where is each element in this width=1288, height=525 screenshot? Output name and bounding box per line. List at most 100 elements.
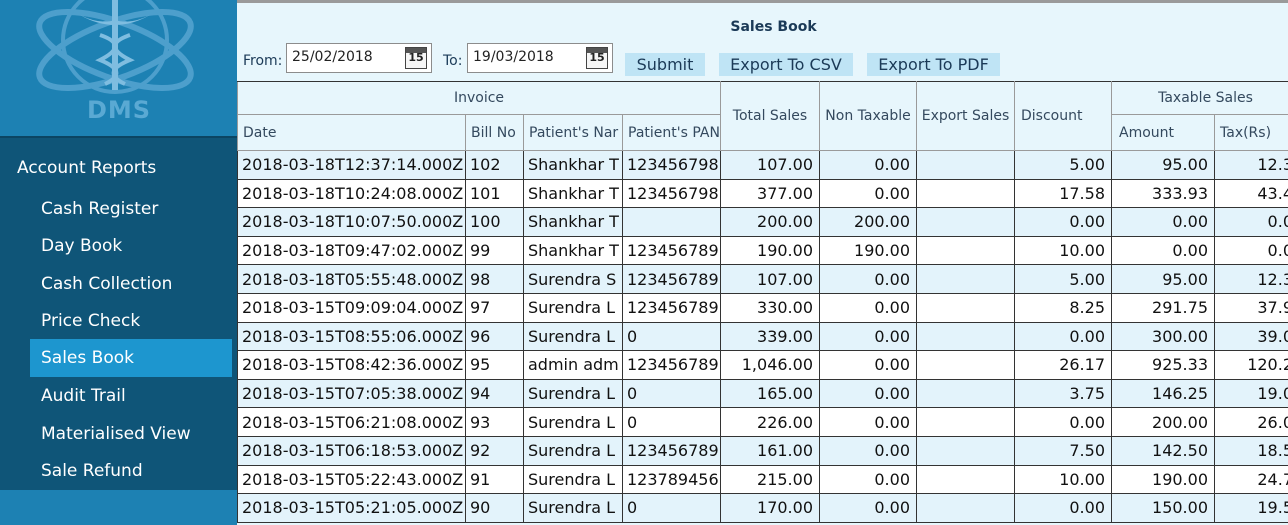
header-non-taxable[interactable]: Non Taxable bbox=[819, 81, 917, 151]
cell-tax: 0.0 bbox=[1214, 207, 1288, 237]
table-row[interactable]: 2018-03-15T07:05:38.000Z 94 Surendra L 0 165… bbox=[237, 378, 1288, 409]
cell-amount: 333.93 bbox=[1111, 178, 1215, 209]
table-row[interactable]: 2018-03-18T09:47:02.000Z 99 Shankhar T 1234… bbox=[237, 235, 1288, 266]
cell-tax: 43.4 bbox=[1214, 178, 1288, 209]
cell-total-sales: 200.00 bbox=[720, 207, 820, 237]
header-amount[interactable]: Amount bbox=[1111, 114, 1215, 151]
cell-tax: 39.0 bbox=[1214, 321, 1288, 352]
cell-bill-no: 91 bbox=[465, 464, 524, 495]
cell-non-taxable: 0.00 bbox=[819, 292, 917, 323]
cell-total-sales: 215.00 bbox=[720, 464, 820, 495]
cell-patient-pan: 0 bbox=[622, 321, 721, 352]
cell-non-taxable: 0.00 bbox=[819, 321, 917, 352]
sidebar-item-audit-trail[interactable]: Audit Trail bbox=[41, 386, 126, 406]
account-reports-menu: Account Reports Cash Register Day Book C… bbox=[0, 136, 237, 490]
cell-patient-pan: 123456798 bbox=[622, 150, 721, 180]
cell-patient-name: Surendra L bbox=[523, 292, 623, 323]
table-row[interactable]: 2018-03-15T05:21:05.000Z 90 Surendra L 0 170… bbox=[237, 493, 1288, 523]
header-bill-no[interactable]: Bill No bbox=[465, 114, 524, 151]
cell-non-taxable: 0.00 bbox=[819, 150, 917, 180]
cell-patient-pan: 0 bbox=[622, 407, 721, 437]
header-export-sales[interactable]: Export Sales bbox=[916, 81, 1015, 151]
cell-non-taxable: 190.00 bbox=[819, 235, 917, 266]
table-row[interactable]: 2018-03-18T10:24:08.000Z 101 Shankhar T 123… bbox=[237, 178, 1288, 209]
export-pdf-button[interactable]: Export To PDF bbox=[867, 53, 1000, 76]
cell-non-taxable: 0.00 bbox=[819, 493, 917, 523]
sidebar-item-sale-refund[interactable]: Sale Refund bbox=[41, 461, 143, 481]
cell-date: 2018-03-15T07:05:38.000Z bbox=[237, 378, 466, 409]
cell-total-sales: 226.00 bbox=[720, 407, 820, 437]
table-row[interactable]: 2018-03-15T09:09:04.000Z 97 Surendra L 1234… bbox=[237, 292, 1288, 323]
table-row[interactable]: 2018-03-15T08:42:36.000Z 95 admin adm 12345… bbox=[237, 350, 1288, 380]
sidebar-item-materialised-view[interactable]: Materialised View bbox=[41, 424, 191, 444]
cell-bill-no: 95 bbox=[465, 350, 524, 380]
table-row[interactable]: 2018-03-15T05:22:43.000Z 91 Surendra L 1237… bbox=[237, 464, 1288, 495]
table-row[interactable]: 2018-03-15T06:21:08.000Z 93 Surendra L 0 226… bbox=[237, 407, 1288, 437]
cell-patient-name: Surendra L bbox=[523, 321, 623, 352]
cell-amount: 95.00 bbox=[1111, 150, 1215, 180]
cell-bill-no: 100 bbox=[465, 207, 524, 237]
table-row[interactable]: 2018-03-18T12:37:14.000Z 102 Shankhar T 123… bbox=[237, 150, 1288, 180]
header-total-sales[interactable]: Total Sales bbox=[720, 81, 820, 151]
sidebar-item-price-check[interactable]: Price Check bbox=[41, 311, 141, 331]
from-date-field[interactable]: 25/02/2018 15 bbox=[286, 43, 432, 73]
table-row[interactable]: 2018-03-18T10:07:50.000Z 100 Shankhar T 200… bbox=[237, 207, 1288, 237]
cell-discount: 0.00 bbox=[1014, 207, 1112, 237]
header-discount[interactable]: Discount bbox=[1014, 81, 1112, 151]
calendar-icon[interactable]: 15 bbox=[586, 47, 608, 69]
to-date-field[interactable]: 19/03/2018 15 bbox=[467, 43, 613, 73]
table-row[interactable]: 2018-03-18T05:55:48.000Z 98 Surendra S 1234… bbox=[237, 264, 1288, 294]
cell-export-sales bbox=[916, 464, 1015, 495]
cell-export-sales bbox=[916, 235, 1015, 266]
cell-date: 2018-03-18T10:07:50.000Z bbox=[237, 207, 466, 237]
cell-date: 2018-03-15T06:21:08.000Z bbox=[237, 407, 466, 437]
header-patient-name[interactable]: Patient's Nar bbox=[523, 114, 623, 151]
cell-date: 2018-03-18T12:37:14.000Z bbox=[237, 150, 466, 180]
cell-patient-pan: 123456789 bbox=[622, 235, 721, 266]
table-row[interactable]: 2018-03-15T06:18:53.000Z 92 Surendra L 1234… bbox=[237, 435, 1288, 466]
cell-export-sales bbox=[916, 292, 1015, 323]
cell-export-sales bbox=[916, 321, 1015, 352]
sales-book-table: Invoice Total Sales Non Taxable Export S… bbox=[237, 81, 1288, 523]
cell-patient-pan: 0 bbox=[622, 378, 721, 409]
cell-date: 2018-03-18T09:47:02.000Z bbox=[237, 235, 466, 266]
cell-export-sales bbox=[916, 264, 1015, 294]
cell-discount: 26.17 bbox=[1014, 350, 1112, 380]
cell-patient-name: Surendra L bbox=[523, 407, 623, 437]
cell-tax: 18.5 bbox=[1214, 435, 1288, 466]
cell-discount: 10.00 bbox=[1014, 235, 1112, 266]
cell-patient-name: admin adm bbox=[523, 350, 623, 380]
sidebar-item-cash-collection[interactable]: Cash Collection bbox=[41, 274, 173, 294]
cell-patient-name: Shankhar T bbox=[523, 235, 623, 266]
header-patient-pan[interactable]: Patient's PAN bbox=[622, 114, 721, 151]
sidebar-item-sales-book[interactable]: Sales Book bbox=[30, 339, 232, 377]
cell-amount: 146.25 bbox=[1111, 378, 1215, 409]
cell-bill-no: 97 bbox=[465, 292, 524, 323]
sidebar-item-day-book[interactable]: Day Book bbox=[41, 236, 123, 256]
table-row[interactable]: 2018-03-15T08:55:06.000Z 96 Surendra L 0 339… bbox=[237, 321, 1288, 352]
cell-export-sales bbox=[916, 493, 1015, 523]
header-taxable-sales: Taxable Sales bbox=[1111, 81, 1288, 115]
cell-non-taxable: 0.00 bbox=[819, 178, 917, 209]
header-date[interactable]: Date bbox=[237, 114, 466, 151]
logo-text: DMS bbox=[87, 96, 152, 124]
cell-discount: 3.75 bbox=[1014, 378, 1112, 409]
cell-tax: 37.9 bbox=[1214, 292, 1288, 323]
cell-discount: 5.00 bbox=[1014, 150, 1112, 180]
cell-patient-pan bbox=[622, 207, 721, 237]
cell-patient-name: Surendra L bbox=[523, 493, 623, 523]
cell-amount: 142.50 bbox=[1111, 435, 1215, 466]
menu-title[interactable]: Account Reports bbox=[17, 158, 157, 178]
calendar-icon[interactable]: 15 bbox=[405, 47, 427, 69]
submit-button[interactable]: Submit bbox=[625, 53, 705, 76]
export-csv-button[interactable]: Export To CSV bbox=[719, 53, 853, 76]
header-tax[interactable]: Tax(Rs) bbox=[1214, 114, 1288, 151]
sidebar-item-cash-register[interactable]: Cash Register bbox=[41, 199, 159, 219]
cell-export-sales bbox=[916, 207, 1015, 237]
sidebar-footer bbox=[0, 490, 237, 525]
cell-date: 2018-03-15T05:21:05.000Z bbox=[237, 493, 466, 523]
to-date-value: 19/03/2018 bbox=[473, 49, 554, 65]
cell-patient-pan: 0 bbox=[622, 493, 721, 523]
to-label: To: bbox=[443, 53, 463, 69]
